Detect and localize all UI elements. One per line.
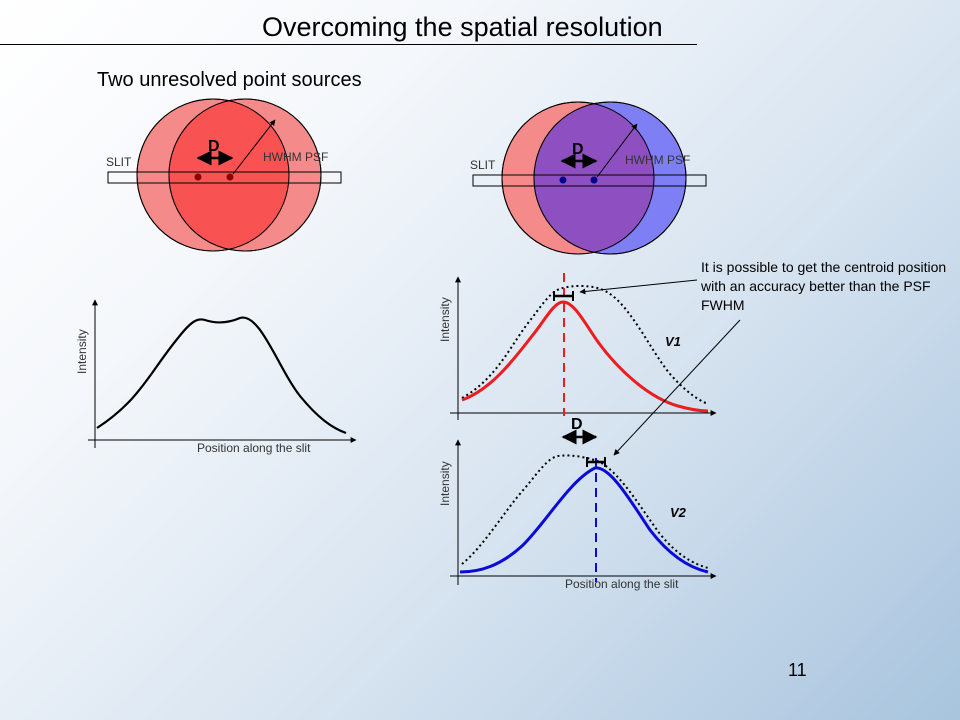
left-hwhm-arrow bbox=[232, 119, 276, 175]
right-hwhm-label: HWHM PSF bbox=[625, 153, 690, 167]
title-underline bbox=[0, 44, 697, 45]
right-point-source-2 bbox=[590, 176, 598, 184]
v2-label: V2 bbox=[670, 505, 687, 520]
right-d-label: D bbox=[572, 141, 584, 158]
v1-plot-ylabel: Intensity bbox=[438, 297, 452, 342]
centroid-accuracy-note: It is possible to get the centroid posit… bbox=[701, 259, 947, 313]
left-point-source-2 bbox=[226, 173, 234, 181]
v1-blended-profile-dotted bbox=[461, 284, 709, 405]
left-hwhm-label: HWHM PSF bbox=[263, 150, 328, 164]
left-plot-xlabel: Position along the slit bbox=[197, 441, 311, 455]
v2-intensity-plot: Intensity V2 Position along the slit bbox=[438, 319, 741, 591]
v2-plot-ylabel: Intensity bbox=[438, 461, 452, 506]
v1-annotation-pointer bbox=[579, 279, 698, 295]
right-hwhm-arrow bbox=[596, 123, 638, 178]
slide-title: Overcoming the spatial resolution bbox=[262, 12, 663, 42]
left-intensity-plot: Intensity Position along the slit bbox=[75, 299, 357, 455]
v1-intensity-plot: Intensity V1 bbox=[438, 273, 717, 420]
v2-plot-xlabel: Position along the slit bbox=[565, 577, 679, 591]
left-point-source-1 bbox=[194, 173, 202, 181]
right-source-pair: D SLIT HWHM PSF bbox=[470, 101, 707, 255]
left-plot-ylabel: Intensity bbox=[75, 329, 89, 374]
left-slit-label: SLIT bbox=[106, 155, 132, 169]
v2-annotation-pointer bbox=[613, 319, 741, 456]
v1-red-profile-curve bbox=[461, 300, 709, 413]
left-source-pair: D SLIT HWHM PSF bbox=[106, 98, 342, 252]
plots-d-label: D bbox=[571, 416, 583, 433]
v2-blue-profile-curve bbox=[459, 466, 709, 574]
slide-number: 11 bbox=[788, 660, 807, 680]
right-point-source-1 bbox=[559, 176, 567, 184]
slide-subtitle: Two unresolved point sources bbox=[97, 69, 362, 91]
v1-label: V1 bbox=[665, 334, 681, 349]
left-blended-profile-curve bbox=[96, 316, 347, 435]
left-d-label: D bbox=[208, 138, 220, 155]
right-slit-label: SLIT bbox=[470, 158, 496, 172]
left-slit-rect bbox=[107, 171, 342, 184]
right-slit-rect bbox=[472, 174, 707, 187]
